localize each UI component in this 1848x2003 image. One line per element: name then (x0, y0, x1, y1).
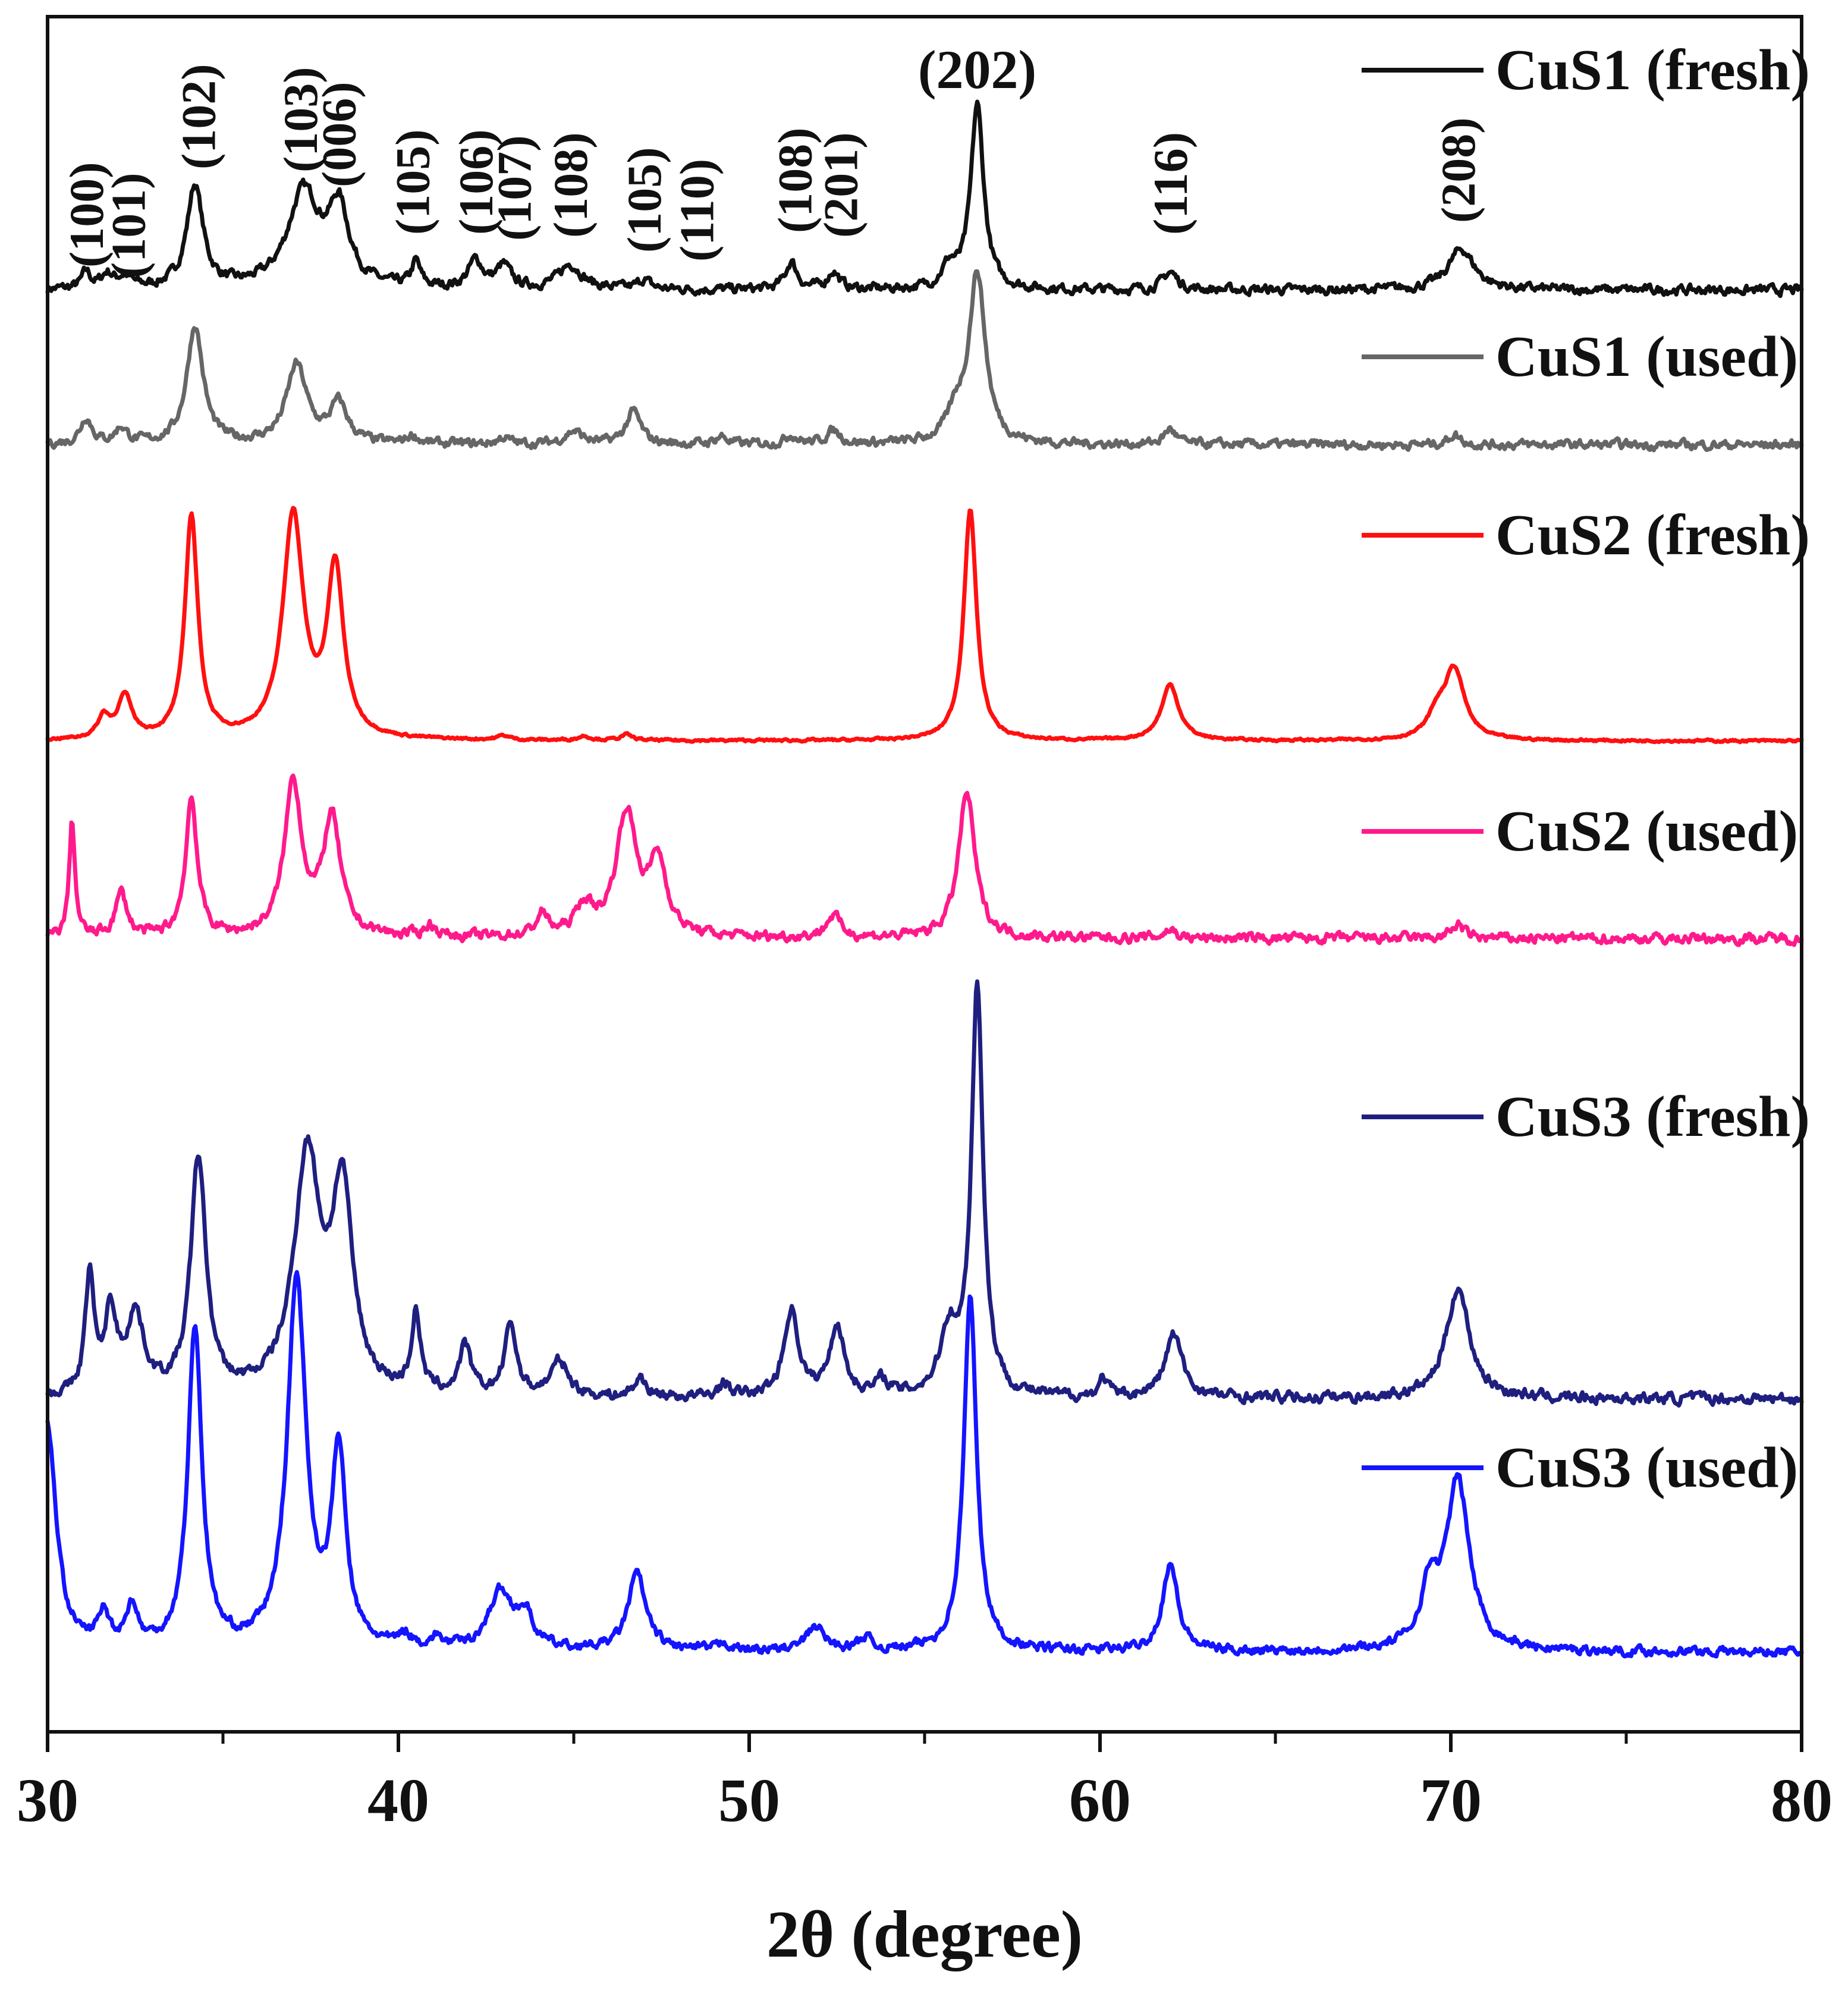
peak-label: (202) (918, 39, 1036, 100)
legend-label: CuS3 (fresh) (1495, 1085, 1810, 1149)
peak-label: (108) (768, 127, 822, 233)
legend-label: CuS1 (used) (1495, 325, 1798, 389)
series-line-6 (45, 1270, 1804, 1659)
x-axis: 30 40 50 60 70 80 (17, 1732, 1833, 1835)
x-tick-label: 30 (17, 1766, 78, 1835)
peak-label: (103) (274, 67, 328, 172)
peak-label: (208) (1431, 117, 1485, 223)
peak-label: (105) (617, 147, 671, 253)
series-line-5 (45, 979, 1804, 1408)
peak-label: (106) (449, 129, 503, 235)
series-line-1 (45, 99, 1804, 299)
x-tick-label: 80 (1771, 1766, 1833, 1835)
series-layer (45, 99, 1804, 1659)
x-tick-label: 70 (1420, 1766, 1482, 1835)
series-line-4 (45, 773, 1804, 947)
peak-label: (105) (386, 129, 440, 235)
legend-label: CuS1 (fresh) (1495, 38, 1810, 102)
peak-label: (006) (312, 81, 366, 187)
series-line-3 (45, 506, 1804, 745)
peak-label: (110) (670, 159, 724, 262)
peak-label: (116) (1143, 132, 1198, 235)
legend-label: CuS2 (fresh) (1495, 503, 1810, 567)
x-axis-label: 2θ (degree) (766, 1898, 1083, 1971)
peak-label: (101) (102, 172, 156, 278)
x-tick-label: 60 (1069, 1766, 1131, 1835)
peak-label: (107) (488, 135, 542, 241)
legend: CuS1 (fresh) CuS1 (used) CuS2 (fresh) CuS2 … (1362, 38, 1810, 1500)
peak-label: (201) (813, 132, 868, 238)
legend-label: CuS2 (used) (1495, 799, 1798, 864)
peak-label: (108) (543, 132, 598, 238)
legend-label: CuS3 (used) (1495, 1436, 1798, 1500)
x-tick-label: 50 (718, 1766, 780, 1835)
series-line-2 (45, 269, 1804, 453)
peak-label: (102) (172, 64, 226, 169)
peak-label: (100) (59, 162, 114, 268)
peak-annotations: (100)(101)(102) (103)(006) (105) (106)(107)… (59, 39, 1485, 278)
x-tick-label: 40 (367, 1766, 429, 1835)
